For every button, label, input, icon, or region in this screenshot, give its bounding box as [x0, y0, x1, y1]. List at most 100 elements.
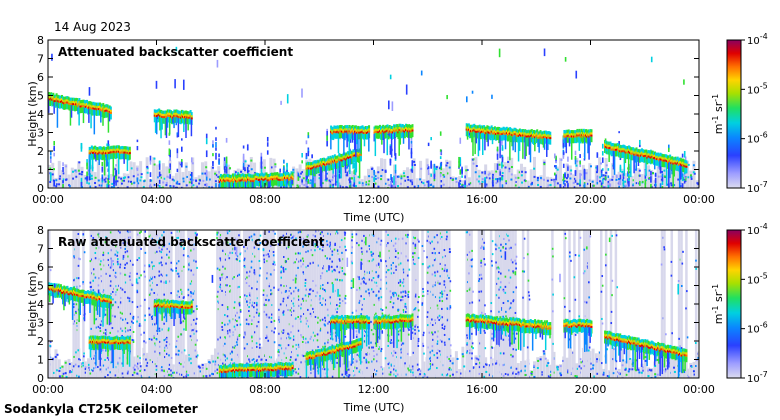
heatmap-cell — [232, 362, 234, 365]
heatmap-cell — [95, 152, 98, 155]
heatmap-cell — [50, 97, 53, 100]
heatmap-cell — [663, 169, 666, 172]
heatmap-cell — [90, 148, 93, 153]
heatmap-cell — [163, 116, 166, 119]
heatmap-cell — [123, 151, 126, 154]
heatmap-cell — [89, 288, 92, 291]
heatmap-cell — [676, 356, 680, 378]
heatmap-cell — [326, 160, 329, 166]
heatmap-cell — [575, 135, 578, 138]
heatmap-cell — [183, 118, 185, 132]
heatmap-cell — [107, 258, 110, 261]
heatmap-cell — [116, 260, 119, 263]
heatmap-cell — [215, 137, 217, 141]
heatmap-cell — [243, 179, 246, 182]
heatmap-cell — [624, 173, 628, 188]
heatmap-cell — [131, 283, 133, 286]
heatmap-cell — [639, 152, 642, 157]
heatmap-cell — [163, 293, 165, 296]
heatmap-cell — [553, 181, 556, 187]
heatmap-cell — [75, 303, 78, 306]
heatmap-cell — [243, 167, 246, 170]
heatmap-cell — [88, 87, 91, 96]
heatmap-cell — [609, 179, 612, 182]
heatmap-cell — [475, 128, 478, 134]
heatmap-cell — [330, 132, 332, 150]
heatmap-cell — [585, 169, 589, 188]
heatmap-cell — [78, 257, 80, 260]
heatmap-cell — [514, 131, 517, 136]
heatmap-cell — [484, 177, 486, 181]
heatmap-cell — [122, 149, 125, 154]
heatmap-cell — [214, 363, 217, 366]
heatmap-cell — [513, 174, 517, 188]
heatmap-cell — [409, 130, 412, 133]
heatmap-cell — [666, 170, 670, 188]
heatmap-cell — [164, 115, 167, 118]
heatmap-cell — [419, 370, 422, 373]
heatmap-cell — [565, 137, 568, 154]
heatmap-cell — [490, 130, 493, 133]
heatmap-cell — [305, 140, 308, 145]
heatmap-cell — [439, 156, 442, 160]
heatmap-cell — [555, 166, 559, 188]
heatmap-cell — [160, 113, 163, 118]
heatmap-cell — [170, 268, 173, 271]
heatmap-cell — [468, 130, 471, 133]
heatmap-cell — [661, 170, 664, 173]
heatmap-cell — [381, 372, 384, 375]
heatmap-cell — [188, 114, 191, 119]
heatmap-cell — [89, 185, 92, 188]
heatmap-cell — [129, 328, 132, 331]
heatmap-cell — [348, 130, 351, 133]
heatmap-cell — [216, 372, 219, 375]
heatmap-cell — [107, 184, 110, 188]
heatmap-cell — [66, 101, 69, 104]
heatmap-cell — [422, 182, 425, 185]
heatmap-cell — [384, 169, 387, 172]
heatmap-cell — [286, 94, 289, 104]
heatmap-cell — [91, 107, 94, 110]
heatmap-cell — [292, 171, 295, 174]
heatmap-cell — [216, 230, 219, 378]
heatmap-cell — [485, 370, 488, 373]
heatmap-cell — [491, 94, 493, 99]
heatmap-cell — [410, 143, 413, 149]
heatmap-cell — [211, 166, 214, 169]
heatmap-cell — [120, 149, 123, 154]
heatmap-cell — [126, 149, 129, 154]
heatmap-cell — [226, 230, 229, 233]
heatmap-cell — [672, 162, 675, 165]
heatmap-cell — [119, 149, 122, 154]
heatmap-cell — [102, 254, 104, 257]
heatmap-cell — [115, 169, 117, 176]
heatmap-cell — [591, 179, 595, 188]
heatmap-cell — [532, 156, 536, 188]
heatmap-cell — [393, 129, 396, 132]
heatmap-cell — [562, 186, 565, 188]
heatmap-cell — [568, 133, 571, 139]
heatmap-cell — [564, 183, 566, 187]
heatmap-cell — [53, 145, 55, 150]
heatmap-cell — [517, 176, 520, 179]
heatmap-cell — [611, 178, 614, 181]
heatmap-cell — [609, 144, 612, 149]
heatmap-cell — [183, 349, 186, 352]
heatmap-cell — [559, 157, 563, 188]
heatmap-cell — [440, 184, 443, 188]
heatmap-cell — [555, 364, 559, 378]
heatmap-cell — [510, 135, 512, 143]
heatmap-cell — [355, 154, 358, 157]
panel-attenuated: Attenuated backscatter coefficient 01234… — [26, 34, 715, 224]
heatmap-cell — [683, 180, 686, 184]
heatmap-cell — [604, 176, 607, 180]
heatmap-cell — [239, 177, 242, 182]
heatmap-cell — [165, 118, 168, 139]
heatmap-cell — [601, 185, 604, 188]
heatmap-cell — [642, 152, 645, 157]
heatmap-cell — [636, 154, 639, 157]
heatmap-cell — [113, 184, 115, 188]
heatmap-cell — [313, 167, 315, 176]
heatmap-cell — [81, 102, 84, 108]
heatmap-cell — [600, 173, 603, 178]
